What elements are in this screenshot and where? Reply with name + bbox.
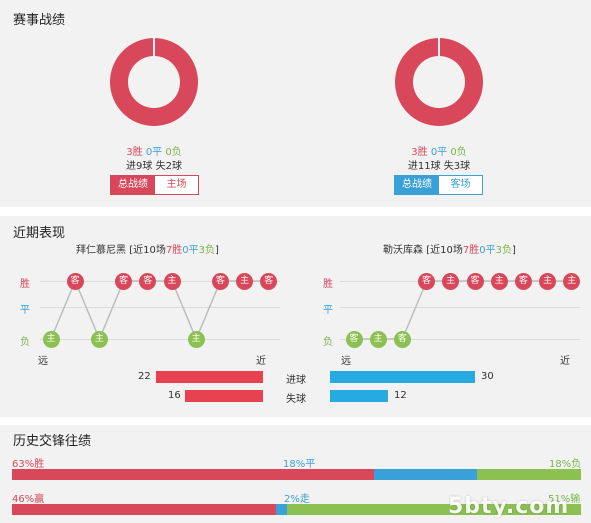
away-y-loss: 负 [323,337,333,348]
away-record-donut [395,38,483,126]
away-goals-for-value: 30 [481,371,494,382]
home-form-node: 客 [139,272,157,290]
record-panel: 赛事战绩 3胜 0平 0负 进9球 失2球 总战绩 主场 3胜 0平 0负 进1… [0,0,591,207]
away-form-node: 主 [490,272,508,290]
h2h-row1-draw: 18%平 [283,459,316,470]
home-goals-for-bar [156,371,263,383]
home-form-node: 主 [42,330,60,348]
watermark: 5bty.com [448,494,570,519]
home-form-node: 主 [163,272,181,290]
away-form-node: 主 [563,272,581,290]
home-form-node: 客 [211,272,229,290]
away-form-node: 客 [418,272,436,290]
h2h-row2-segment-loss [287,504,581,515]
away-form-node: 客 [514,272,532,290]
away-wdl: 3胜 0平 0负 [411,147,467,158]
home-goals-against-value: 16 [168,390,181,401]
home-axis-far: 远 [38,356,48,367]
home-goals-for-value: 22 [138,371,151,382]
home-form-node: 客 [66,272,84,290]
home-y-win: 胜 [20,279,30,290]
away-record-tabs: 总战绩 客场 [394,175,483,195]
h2h-row2-win: 46%赢 [12,494,45,505]
away-y-draw: 平 [323,305,333,316]
h2h-row1-segment-draw [374,469,477,480]
home-tab-venue[interactable]: 主场 [154,175,199,195]
h2h-row2-loss: 51%输 [548,494,581,505]
away-form-node: 主 [369,330,387,348]
away-tab-venue[interactable]: 客场 [438,175,483,195]
h2h-row2-push: 2%走 [284,494,310,505]
home-record-tabs: 总战绩 主场 [110,175,199,195]
h2h-row1-segment-win [12,469,374,480]
home-goals-against-bar [185,390,263,402]
recent-title: 近期表现 [13,226,66,241]
home-axis-near: 近 [256,356,266,367]
home-y-draw: 平 [20,305,30,316]
away-form-node: 主 [442,272,460,290]
goals-against-label: 失球 [286,394,306,405]
away-goals-against-value: 12 [394,390,407,401]
home-form-node: 客 [115,272,133,290]
h2h-row2-segment-win [12,504,276,515]
home-form-node: 主 [187,330,205,348]
h2h-title: 历史交锋往绩 [13,434,92,449]
home-tab-total[interactable]: 总战绩 [110,175,156,195]
away-goals-against-bar [330,390,388,402]
record-title: 赛事战绩 [13,13,66,28]
home-grid-line [40,307,280,308]
away-form-node: 客 [466,272,484,290]
away-recent-header: 勒沃库森 [近10场7胜0平3负] [383,245,516,256]
away-form-node: 客 [393,330,411,348]
home-recent-header: 拜仁慕尼黑 [近10场7胜0平3负] [76,245,219,256]
home-grid-line [40,339,280,340]
home-wdl: 3胜 0平 0负 [126,147,182,158]
away-form-node: 主 [539,272,557,290]
home-y-loss: 负 [20,337,30,348]
h2h-row1-win: 63%胜 [12,459,45,470]
home-form-node: 主 [90,330,108,348]
away-grid-line [340,307,580,308]
away-axis-near: 近 [560,356,570,367]
h2h-row1-loss: 18%负 [549,459,582,470]
h2h-row1-segment-loss [477,469,581,480]
away-tab-total[interactable]: 总战绩 [394,175,440,195]
home-record-donut [110,38,198,126]
home-form-node: 主 [236,272,254,290]
away-y-win: 胜 [323,279,333,290]
goals-for-label: 进球 [286,375,306,386]
h2h-row2-segment-draw [276,504,287,515]
home-form-node: 客 [260,272,278,290]
away-form-node: 客 [345,330,363,348]
away-goals-for-bar [330,371,475,383]
home-goals-summary: 进9球 失2球 [126,161,182,172]
away-axis-far: 远 [341,356,351,367]
away-goals-summary: 进11球 失3球 [407,161,471,172]
